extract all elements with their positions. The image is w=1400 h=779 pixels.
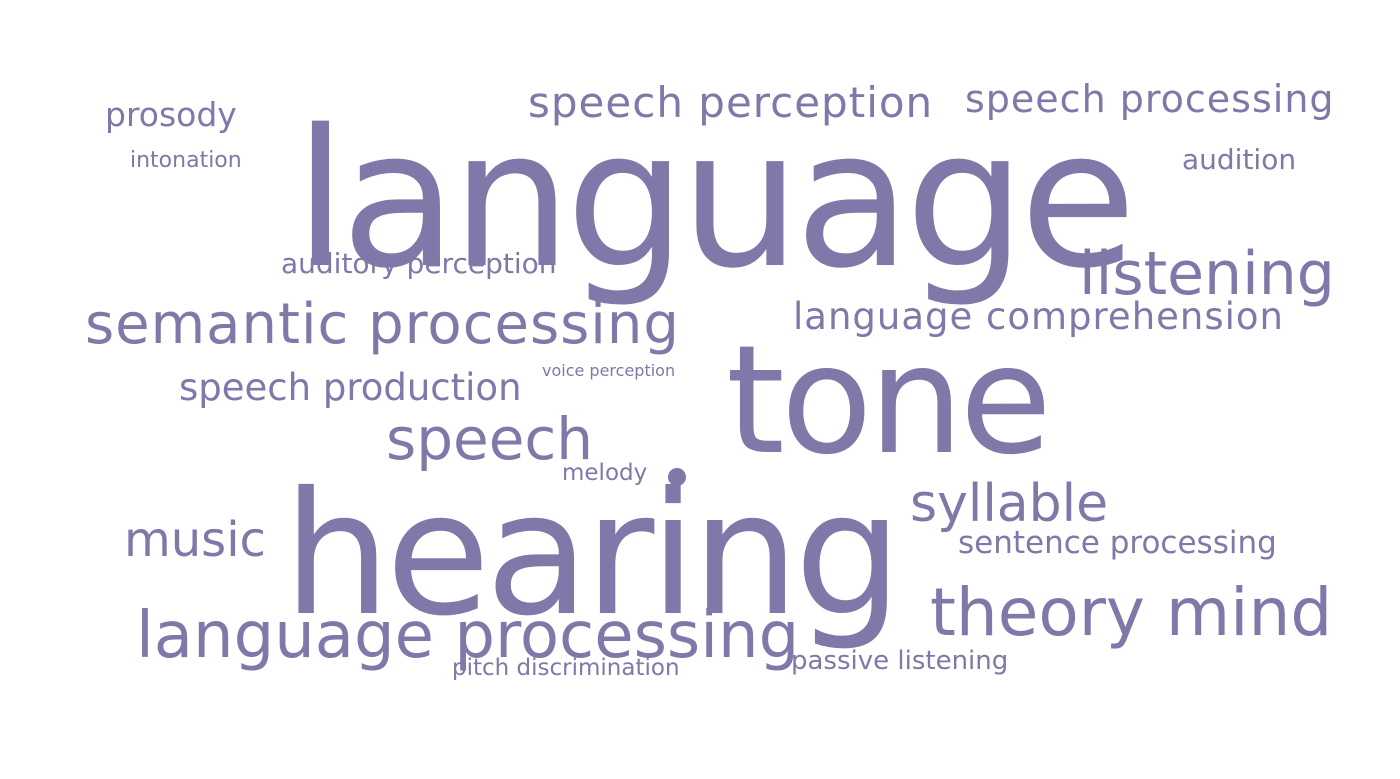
word-semantic-processing: semantic processing (85, 292, 680, 357)
word-syllable: syllable (910, 474, 1109, 534)
word-speech: speech (386, 405, 594, 473)
word-sentence-processing: sentence processing (958, 525, 1277, 561)
word-speech-production: speech production (179, 366, 522, 409)
word-tone: tone (726, 314, 1052, 488)
word-music: music (124, 512, 266, 568)
word-listening: listening (1079, 239, 1335, 309)
word-voice-perception: voice perception (542, 361, 676, 380)
word-audition: audition (1182, 143, 1297, 176)
word-language-processing: language processing (136, 599, 800, 673)
word-language-comprehension: language comprehension (793, 295, 1285, 338)
word-auditory-perception: auditory perception (281, 247, 557, 280)
word-language: language (294, 89, 1137, 310)
word-hearing: hearing (283, 456, 902, 654)
word-melody: melody (562, 460, 648, 486)
word-speech-perception: speech perception (528, 78, 934, 127)
decorative-dot (668, 468, 686, 486)
word-theory-mind: theory mind (930, 574, 1333, 651)
word-prosody: prosody (105, 95, 237, 134)
word-passive-listening: passive listening (791, 646, 1009, 676)
word-pitch-discrimination: pitch discrimination (452, 655, 680, 681)
word-speech-processing: speech processing (965, 77, 1335, 121)
word-intonation: intonation (130, 148, 242, 173)
